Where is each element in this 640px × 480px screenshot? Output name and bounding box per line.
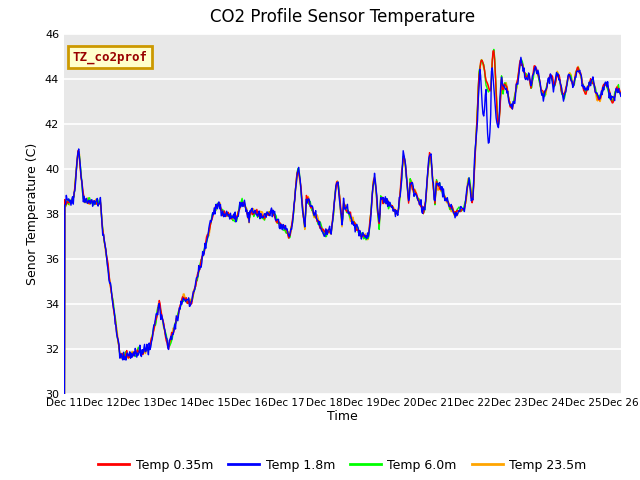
- Text: TZ_co2prof: TZ_co2prof: [72, 50, 147, 64]
- Title: CO2 Profile Sensor Temperature: CO2 Profile Sensor Temperature: [210, 9, 475, 26]
- X-axis label: Time: Time: [327, 410, 358, 423]
- Legend: Temp 0.35m, Temp 1.8m, Temp 6.0m, Temp 23.5m: Temp 0.35m, Temp 1.8m, Temp 6.0m, Temp 2…: [93, 454, 591, 477]
- Y-axis label: Senor Temperature (C): Senor Temperature (C): [26, 143, 39, 285]
